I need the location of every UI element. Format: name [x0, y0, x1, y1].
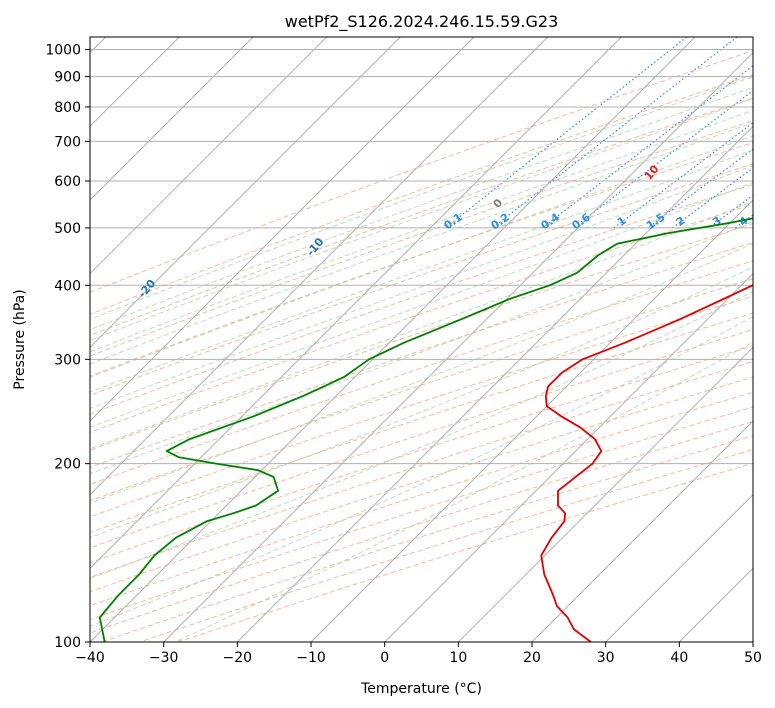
x-axis-label: Temperature (°C): [360, 681, 482, 697]
x-tick-label-1: −30: [149, 650, 179, 666]
y-tick-label-4: 500: [54, 221, 81, 237]
isotherm--50: [90, 37, 622, 570]
dry-adiabats: [90, 50, 753, 642]
x-tick-label-2: −20: [223, 650, 253, 666]
x-tick-label-8: 40: [670, 650, 688, 666]
profile-series: [98, 217, 753, 642]
dry-adiabat-50: [90, 223, 753, 451]
moist-adiabat-12: [90, 181, 753, 428]
moist-adiabat-40: [174, 341, 753, 642]
dry-adiabat-100: [90, 312, 753, 534]
y-tick-label-9: 1000: [45, 43, 81, 59]
isotherm--20: [236, 125, 753, 642]
skewed-isotherms: [90, 37, 753, 642]
y-tick-label-8: 900: [54, 70, 81, 86]
isotherm--60: [90, 37, 549, 496]
moist-adiabat--20: [90, 76, 753, 320]
y-axis-label: Pressure (hPa): [12, 289, 28, 389]
plot-area: 0.10.20.40.611.52346810131620253036-100-…: [90, 37, 753, 642]
x-tick-label-5: 10: [449, 650, 467, 666]
y-axis-ticks: 100 200 300 400 500 600 700 800 900 1000: [45, 43, 90, 651]
dry-adiabat--30: [90, 50, 753, 293]
dry-adiabat-140: [90, 376, 753, 593]
chart-title: wetPf2_S126.2024.246.15.59.G23: [285, 12, 559, 32]
dry-adiabat--10: [90, 97, 753, 337]
dry-adiabat-90: [90, 295, 753, 518]
mixing-ratio-line-2: [542, 65, 753, 229]
isotherm-10: [457, 346, 753, 642]
dry-adiabat-130: [90, 361, 753, 578]
isotherm--30: [163, 51, 753, 642]
x-tick-label-0: −40: [75, 650, 105, 666]
moist-adiabat-24: [90, 242, 753, 504]
isotherm--10: [310, 199, 753, 642]
isotherm--40: [90, 37, 696, 642]
isotherm-30: [605, 493, 753, 642]
x-axis-ticks: −40 −30 −20 −10 0 10 20 30 40 50: [75, 642, 762, 666]
x-tick-label-7: 30: [597, 650, 615, 666]
moist-adiabat-8: [90, 164, 753, 410]
y-tick-label-2: 300: [54, 352, 81, 368]
dry-adiabat-10: [90, 142, 753, 377]
dry-adiabat-60: [90, 241, 753, 469]
plot-frame: [89, 36, 754, 643]
dry-adiabat-110: [90, 329, 753, 549]
y-tick-label-0: 100: [54, 635, 81, 651]
y-tick-label-3: 400: [54, 278, 81, 294]
x-tick-label-3: −10: [296, 650, 326, 666]
isotherm-0: [384, 272, 753, 642]
moist-adiabat-4: [90, 149, 753, 393]
y-tick-label-7: 800: [54, 100, 81, 116]
isobar-gridlines: [90, 49, 753, 642]
x-tick-label-9: 50: [744, 650, 762, 666]
isotherm--100: [90, 37, 254, 201]
dry-adiabat-120: [90, 345, 753, 564]
dry-adiabat-150: [90, 391, 753, 607]
dewpoint-profile: [98, 217, 753, 642]
y-tick-label-5: 600: [54, 174, 81, 190]
moist-adiabat-16: [90, 200, 753, 450]
moist-adiabat--12: [90, 98, 753, 341]
y-tick-label-1: 200: [54, 457, 81, 473]
mixing-ratio-line-3: [572, 89, 753, 229]
isotherm--90: [90, 37, 328, 275]
dry-adiabat-20: [90, 163, 753, 396]
moist-adiabat--4: [90, 122, 753, 365]
moist-adiabats: [90, 76, 753, 642]
x-tick-label-4: 0: [380, 650, 389, 666]
isotherm-20: [531, 420, 753, 642]
x-tick-label-6: 20: [523, 650, 541, 666]
dry-adiabat-80: [90, 278, 753, 502]
isotherm--70: [90, 37, 475, 422]
moist-adiabat-28: [90, 266, 753, 539]
temperature-profile: [540, 284, 753, 642]
mixing-ratio-line-6: [672, 167, 753, 229]
y-tick-label-6: 700: [54, 134, 81, 150]
isotherm--80: [90, 37, 401, 349]
